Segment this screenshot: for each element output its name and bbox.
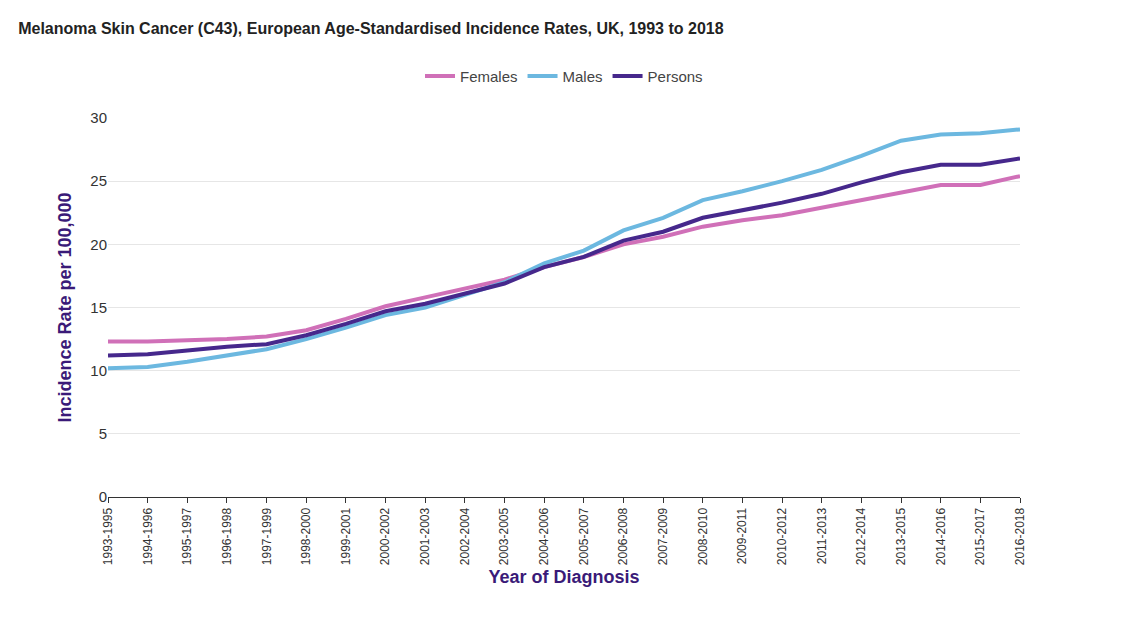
svg-text:15: 15 [90,299,107,316]
svg-text:Persons: Persons [648,68,703,85]
svg-text:30: 30 [90,109,107,126]
svg-text:2001-2003: 2001-2003 [418,507,432,565]
svg-text:2015-2017: 2015-2017 [973,507,987,565]
svg-text:Melanoma Skin Cancer (C43), Eu: Melanoma Skin Cancer (C43), European Age… [18,20,724,37]
svg-text:Males: Males [563,68,603,85]
svg-text:2000-2002: 2000-2002 [378,507,392,565]
svg-text:2008-2010: 2008-2010 [696,507,710,565]
svg-text:Year of Diagnosis: Year of Diagnosis [488,567,639,587]
svg-text:2007-2009: 2007-2009 [656,507,670,565]
svg-text:2009-2011: 2009-2011 [735,507,749,564]
svg-text:2016-2018: 2016-2018 [1013,507,1027,565]
svg-text:0: 0 [99,488,107,505]
svg-text:5: 5 [99,425,107,442]
svg-text:1994-1996: 1994-1996 [141,507,155,565]
svg-text:1997-1999: 1997-1999 [260,507,274,565]
svg-text:20: 20 [90,236,107,253]
svg-text:Incidence Rate per 100,000: Incidence Rate per 100,000 [55,192,75,422]
svg-text:2014-2016: 2014-2016 [934,507,948,565]
svg-text:2004-2006: 2004-2006 [537,507,551,565]
svg-text:2005-2007: 2005-2007 [577,507,591,565]
svg-text:2010-2012: 2010-2012 [775,507,789,565]
svg-text:1999-2001: 1999-2001 [339,507,353,565]
svg-text:2002-2004: 2002-2004 [458,507,472,565]
svg-text:1996-1998: 1996-1998 [220,507,234,565]
svg-text:10: 10 [90,362,107,379]
svg-text:2006-2008: 2006-2008 [616,507,630,565]
svg-text:1993-1995: 1993-1995 [101,507,115,565]
svg-text:2011-2013: 2011-2013 [815,507,829,564]
svg-text:2012-2014: 2012-2014 [854,507,868,565]
svg-text:1998-2000: 1998-2000 [299,507,313,565]
svg-text:1995-1997: 1995-1997 [180,507,194,565]
svg-text:2003-2005: 2003-2005 [497,507,511,565]
svg-text:Females: Females [460,68,518,85]
svg-text:25: 25 [90,172,107,189]
svg-text:2013-2015: 2013-2015 [894,507,908,565]
